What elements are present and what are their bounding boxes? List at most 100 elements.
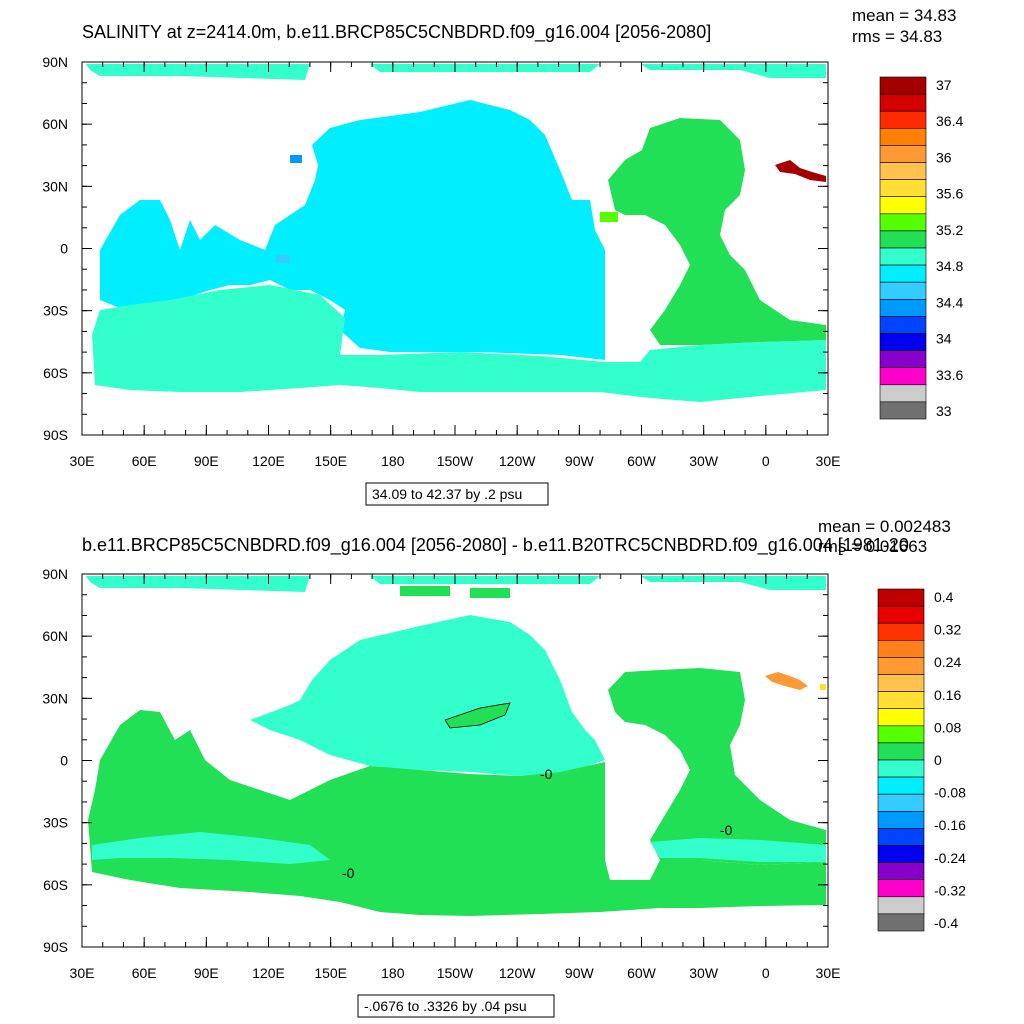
p2-atlantic [608, 668, 826, 865]
panel-1-ytick-label: 0 [60, 241, 68, 257]
panel-2-ytick-label: 90N [42, 566, 68, 582]
panel-2-xtick-label: 0 [762, 965, 770, 981]
panel-1-xtick-label: 180 [381, 453, 405, 469]
panel-2-rms: rms = 0.01663 [818, 537, 927, 556]
panel-2-colorbar-label: -0.32 [934, 882, 966, 898]
panel-2-colorbar-label: 0 [934, 752, 942, 768]
panel-1-colorbar-swatch [879, 333, 927, 351]
panel-1-colorbar-label: 33 [936, 403, 952, 419]
panel-2-colorbar-label: -0.08 [934, 785, 966, 801]
p2-south-green [88, 710, 826, 916]
panel-1-colorbar-label: 34 [936, 331, 952, 347]
panel-1-axes: 30E 60E 90E 120E 150E 180 150W 120W 90W 60W 30W 0 30… [42, 54, 840, 469]
p1-southern-band [92, 285, 826, 402]
panel-1-colorbar-swatch [879, 384, 927, 403]
panel-1-ytick-label: 60N [42, 116, 68, 132]
panel-2-info-box [357, 994, 555, 1018]
panel-2-colorbar-swatch [877, 657, 925, 675]
panel-2-colorbar-swatch [877, 879, 925, 898]
p2-arctic-green-2 [470, 588, 510, 598]
panel-1-colorbar-label: 33.6 [936, 367, 963, 383]
panel-1-colorbar-label: 36 [936, 149, 952, 165]
panel-1-ytick-label: 30N [42, 178, 68, 194]
p2-contour-label-3: -0 [342, 865, 355, 881]
panel-1-rms: rms = 34.83 [852, 27, 942, 46]
panel-1-xtick-label: 60W [627, 453, 657, 469]
panel-2-colorbar-swatch [877, 793, 925, 812]
panel-2-colorbar-label: 0.16 [934, 687, 961, 703]
panel-1: SALINITY at z=2414.0m, b.e11.BRCP85C5CNB… [42, 6, 963, 506]
panel-1-map [86, 64, 826, 402]
panel-2-xtick-label: 60E [132, 965, 157, 981]
p1-atlantic [608, 118, 826, 345]
panel-1-colorbar-swatch [879, 281, 927, 300]
p1-arctic [86, 64, 826, 80]
panel-1-xtick-label: 150E [314, 453, 347, 469]
panel-1-xtick-label: 0 [762, 453, 770, 469]
panel-1-info-box [365, 482, 549, 506]
panel-1-mean: mean = 34.83 [852, 6, 956, 25]
panel-1-colorbar-swatch [879, 179, 927, 198]
panel-1-ytick-label: 60S [43, 365, 68, 381]
p1-pacific [100, 100, 605, 360]
panel-1-colorbar-swatch [879, 350, 927, 369]
panel-1-xtick-label: 120E [252, 453, 285, 469]
panel-1-ytick-label: 30S [43, 303, 68, 319]
panel-2-colorbar-label: 0.24 [934, 654, 961, 670]
panel-1-xtick-label: 30W [689, 453, 719, 469]
panel-2-colorbar-swatch [877, 674, 925, 692]
panel-2-xtick-label: 120W [499, 965, 536, 981]
panel-2-axes: 30E 60E 90E 120E 150E 180 150W 120W 90W 60W 30W 0 30… [42, 566, 840, 981]
panel-1-xtick-label: 120W [499, 453, 536, 469]
panel-1-xtick-label: 150W [437, 453, 474, 469]
panel-2-xtick-label: 90W [565, 965, 595, 981]
panel-2-colorbar-label: 0.32 [934, 622, 961, 638]
p2-south-cyan-1 [92, 832, 330, 864]
panel-2-title: b.e11.BRCP85C5CNBDRD.f09_g16.004 [2056-2… [82, 535, 909, 556]
panel-2-colorbar-swatch [877, 622, 925, 641]
panel-2-ytick-label: 30N [42, 690, 68, 706]
p2-contour-label-1: -0 [540, 766, 553, 782]
p2-mediterranean [765, 672, 808, 690]
panel-2-colorbar-label: -0.4 [934, 915, 958, 931]
p1-mediterranean [775, 160, 826, 182]
panel-2-colorbar-swatch [877, 776, 925, 795]
panel-2-colorbar-swatch [877, 810, 925, 829]
p2-np-blob [444, 702, 511, 729]
panel-1-colorbar-label: 34.4 [936, 294, 963, 310]
panel-2-xtick-label: 30E [816, 965, 841, 981]
panel-2-ytick-label: 60S [43, 877, 68, 893]
panel-2-colorbar-swatch [877, 896, 925, 915]
panel-2-colorbar-swatch [877, 639, 925, 658]
panel-1-colorbar-swatch [879, 247, 927, 266]
p1-spot-green [600, 212, 618, 222]
panel-1-colorbar-label: 35.2 [936, 222, 963, 238]
panel-2-colorbar-swatch [877, 913, 925, 932]
panel-2-xtick-label: 120E [252, 965, 285, 981]
panel-2-info: -.0676 to .3326 by .04 psu [364, 998, 527, 1014]
panel-1-colorbar-swatch [879, 162, 927, 180]
panel-1-xtick-label: 30E [70, 453, 95, 469]
panel-2-xtick-label: 30W [689, 965, 719, 981]
panel-2-colorbar-label: 0.08 [934, 719, 961, 735]
panel-1-colorbar-swatch [879, 128, 927, 146]
panel-1-colorbar: 37 36.4 36 35.6 35.2 34.8 34.4 34 33.6 33 [879, 76, 963, 420]
panel-1-colorbar-swatch [879, 110, 927, 129]
panel-2-map: -0 -0 -0 [86, 576, 826, 916]
panel-1-colorbar-label: 34.8 [936, 258, 963, 274]
panel-2-colorbar-swatch [877, 742, 925, 761]
panel-1-xtick-label: 90E [194, 453, 219, 469]
panel-2: mean = 0.002483 rms = 0.01663 b.e11.BRCP… [42, 517, 966, 1018]
panel-2-colorbar-label: -0.16 [934, 817, 966, 833]
panel-1-colorbar-swatch [879, 145, 927, 163]
panel-2-xtick-label: 150E [314, 965, 347, 981]
panel-2-ytick-label: 30S [43, 815, 68, 831]
panel-2-xtick-label: 90E [194, 965, 219, 981]
panel-1-colorbar-swatch [879, 76, 927, 95]
panel-1-ytick-label: 90S [43, 427, 68, 443]
panel-1-xtick-label: 60E [132, 453, 157, 469]
panel-1-colorbar-swatch [879, 213, 927, 232]
panel-1-colorbar-swatch [879, 298, 927, 317]
p1-spot-blue-1 [290, 155, 302, 163]
panel-1-colorbar-label: 35.6 [936, 186, 963, 202]
